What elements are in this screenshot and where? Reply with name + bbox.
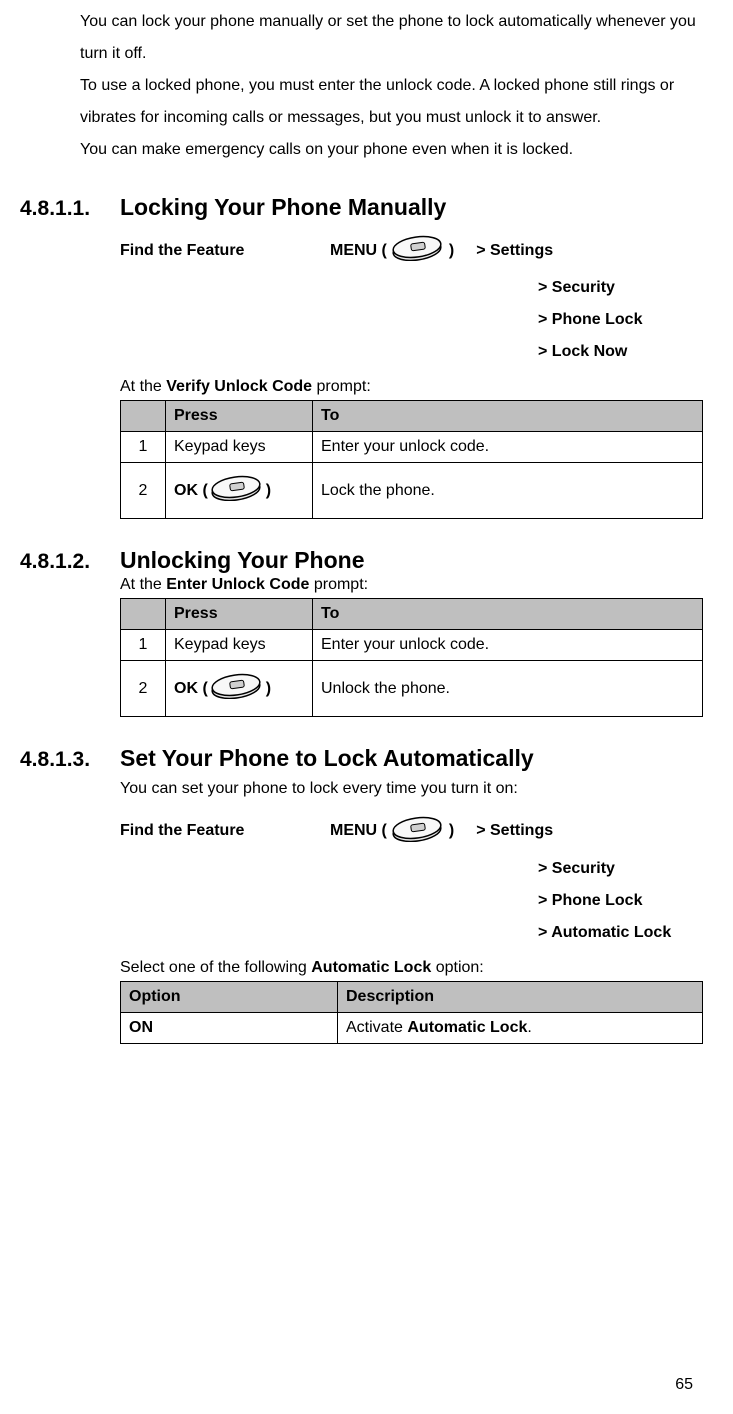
select-prompt: Select one of the following Automatic Lo… <box>120 959 703 977</box>
header-press: Press <box>166 401 313 432</box>
section-title: Locking Your Phone Manually <box>120 194 446 221</box>
row-to: Enter your unlock code. <box>313 432 703 463</box>
row-to: Lock the phone. <box>313 463 703 519</box>
intro-p2: To use a locked phone, you must enter th… <box>80 70 703 134</box>
table-row: 1 Keypad keys Enter your unlock code. <box>121 432 703 463</box>
header-to: To <box>313 599 703 630</box>
intro-p3: You can make emergency calls on your pho… <box>80 134 703 166</box>
nav-security: > Security <box>538 853 703 885</box>
header-press: Press <box>166 599 313 630</box>
press-table-unlock: Press To 1 Keypad keys Enter your unlock… <box>120 598 703 717</box>
section-title: Unlocking Your Phone <box>120 547 365 574</box>
prompt-bold: Verify Unlock Code <box>166 378 312 395</box>
menu-button-icon <box>391 235 445 266</box>
table-row: 2 OK ( ) Unlock the phone. <box>121 661 703 717</box>
section-heading: 4.8.1.1. Locking Your Phone Manually <box>20 194 713 221</box>
find-feature-label: Find the Feature <box>120 822 330 840</box>
nav-phone-lock: > Phone Lock <box>538 304 703 336</box>
section-heading: 4.8.1.3. Set Your Phone to Lock Automati… <box>20 745 713 772</box>
nav-path: > Security > Phone Lock > Automatic Lock <box>538 853 703 949</box>
section-body: Find the Feature MENU ( ) > Settings > S… <box>120 235 703 519</box>
page: You can lock your phone manually or set … <box>0 0 733 1414</box>
nav-path: > Security > Phone Lock > Lock Now <box>538 272 703 368</box>
find-feature-label: Find the Feature <box>120 242 330 260</box>
nav-settings: > Settings <box>476 822 553 840</box>
desc-post: . <box>527 1019 531 1036</box>
table-header-row: Press To <box>121 599 703 630</box>
menu-suffix: ) <box>449 822 454 840</box>
header-option: Option <box>121 981 338 1012</box>
prompt-post: prompt: <box>309 576 368 593</box>
header-blank <box>121 401 166 432</box>
row-press: OK ( ) <box>166 463 313 519</box>
menu-path: MENU ( ) > Settings <box>330 235 553 266</box>
row-to: Unlock the phone. <box>313 661 703 717</box>
prompt-pre: At the <box>120 576 166 593</box>
table-header-row: Option Description <box>121 981 703 1012</box>
section-title: Set Your Phone to Lock Automatically <box>120 745 534 772</box>
prompt-pre: At the <box>120 378 166 395</box>
nav-security: > Security <box>538 272 703 304</box>
page-number: 65 <box>675 1376 693 1394</box>
row-press: Keypad keys <box>166 432 313 463</box>
table-row: ON Activate Automatic Lock. <box>121 1012 703 1043</box>
section-number: 4.8.1.3. <box>20 748 104 772</box>
row-to: Enter your unlock code. <box>313 630 703 661</box>
nav-phone-lock: > Phone Lock <box>538 885 703 917</box>
section-auto-lock: 4.8.1.3. Set Your Phone to Lock Automati… <box>20 745 713 1044</box>
prompt-bold: Enter Unlock Code <box>166 576 309 593</box>
section-body: You can set your phone to lock every tim… <box>120 776 703 1044</box>
menu-button-icon <box>210 475 264 506</box>
table-row: 2 OK ( ) Lock the phone. <box>121 463 703 519</box>
table-row: 1 Keypad keys Enter your unlock code. <box>121 630 703 661</box>
row-num: 2 <box>121 463 166 519</box>
ok-pre: OK ( <box>174 482 208 500</box>
row-num: 2 <box>121 661 166 717</box>
nav-automatic-lock: > Automatic Lock <box>538 917 703 949</box>
desc-bold: Automatic Lock <box>407 1019 527 1036</box>
enter-prompt: At the Enter Unlock Code prompt: <box>120 576 703 594</box>
menu-button-icon <box>210 673 264 704</box>
row-num: 1 <box>121 432 166 463</box>
section-number: 4.8.1.1. <box>20 197 104 221</box>
ok-post: ) <box>266 680 271 698</box>
prompt-post: prompt: <box>312 378 371 395</box>
section-unlocking: 4.8.1.2. Unlocking Your Phone At the Ent… <box>20 547 713 717</box>
menu-suffix: ) <box>449 242 454 260</box>
auto-lock-sub: You can set your phone to lock every tim… <box>120 776 703 802</box>
header-blank <box>121 599 166 630</box>
menu-prefix: MENU ( <box>330 822 387 840</box>
header-to: To <box>313 401 703 432</box>
nav-settings: > Settings <box>476 242 553 260</box>
desc-pre: Activate <box>346 1019 407 1036</box>
menu-prefix: MENU ( <box>330 242 387 260</box>
select-post: option: <box>431 959 483 976</box>
table-header-row: Press To <box>121 401 703 432</box>
ok-post: ) <box>266 482 271 500</box>
select-bold: Automatic Lock <box>311 959 431 976</box>
intro-block: You can lock your phone manually or set … <box>80 0 703 166</box>
verify-prompt: At the Verify Unlock Code prompt: <box>120 378 703 396</box>
intro-p1: You can lock your phone manually or set … <box>80 6 703 70</box>
menu-button-icon <box>391 816 445 847</box>
nav-lock-now: > Lock Now <box>538 336 703 368</box>
ok-pre: OK ( <box>174 680 208 698</box>
section-locking-manually: 4.8.1.1. Locking Your Phone Manually Fin… <box>20 194 713 519</box>
section-body: At the Enter Unlock Code prompt: Press T… <box>120 576 703 717</box>
menu-path: MENU ( ) > Settings <box>330 816 553 847</box>
row-press: Keypad keys <box>166 630 313 661</box>
press-table-lock: Press To 1 Keypad keys Enter your unlock… <box>120 400 703 519</box>
option-desc: Activate Automatic Lock. <box>338 1012 703 1043</box>
section-number: 4.8.1.2. <box>20 550 104 574</box>
find-feature-row: Find the Feature MENU ( ) > Settings <box>120 816 703 847</box>
header-description: Description <box>338 981 703 1012</box>
row-num: 1 <box>121 630 166 661</box>
section-heading: 4.8.1.2. Unlocking Your Phone <box>20 547 713 574</box>
option-table: Option Description ON Activate Automatic… <box>120 981 703 1044</box>
option-on: ON <box>121 1012 338 1043</box>
select-pre: Select one of the following <box>120 959 311 976</box>
row-press: OK ( ) <box>166 661 313 717</box>
find-feature-row: Find the Feature MENU ( ) > Settings <box>120 235 703 266</box>
